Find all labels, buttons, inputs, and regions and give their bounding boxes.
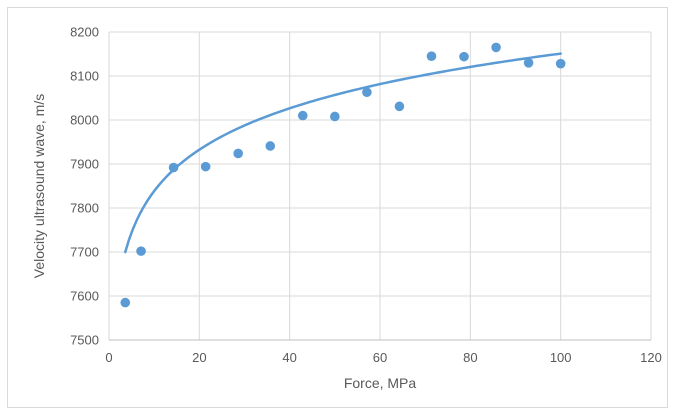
x-tick-label: 20 [192, 350, 206, 365]
data-point [362, 87, 372, 98]
y-tick-label: 7600 [70, 289, 99, 304]
x-tick-label: 60 [373, 350, 387, 365]
y-tick-label: 7800 [70, 201, 99, 216]
data-point [330, 111, 340, 122]
y-tick-label: 7700 [70, 245, 99, 260]
y-axis-title: Velocity ultrasound wave, m/s [31, 94, 47, 278]
data-point [168, 162, 179, 173]
x-tick-label: 0 [105, 350, 112, 365]
x-tick-label: 40 [282, 350, 296, 365]
x-tick-labels: 0 20 40 60 80 100 120 [105, 350, 661, 365]
x-tick-label: 80 [463, 350, 477, 365]
data-point [394, 101, 405, 112]
x-axis-title: Force, MPa [344, 375, 417, 391]
data-point [459, 51, 469, 62]
y-tick-labels: 7500 7600 7700 7800 7900 8000 8100 8200 [70, 25, 99, 348]
data-point [491, 42, 501, 53]
trendline [124, 52, 562, 254]
x-tick-label: 120 [640, 350, 662, 365]
y-tick-label: 8000 [70, 113, 99, 128]
trendline-group [124, 52, 562, 254]
y-tick-label: 8200 [70, 25, 99, 40]
y-tick-label: 7900 [70, 157, 99, 172]
data-point [233, 148, 243, 159]
data-point [555, 58, 566, 69]
gridlines [108, 31, 652, 341]
y-tick-label: 8100 [70, 69, 99, 84]
data-point [200, 161, 211, 172]
data-point [523, 58, 534, 68]
data-point [136, 246, 146, 256]
y-tick-label: 7500 [70, 333, 99, 348]
data-point [265, 141, 276, 151]
data-point [120, 297, 131, 308]
data-point [426, 51, 437, 61]
x-tick-label: 100 [550, 350, 572, 365]
data-points [120, 42, 566, 308]
data-point [297, 110, 308, 121]
